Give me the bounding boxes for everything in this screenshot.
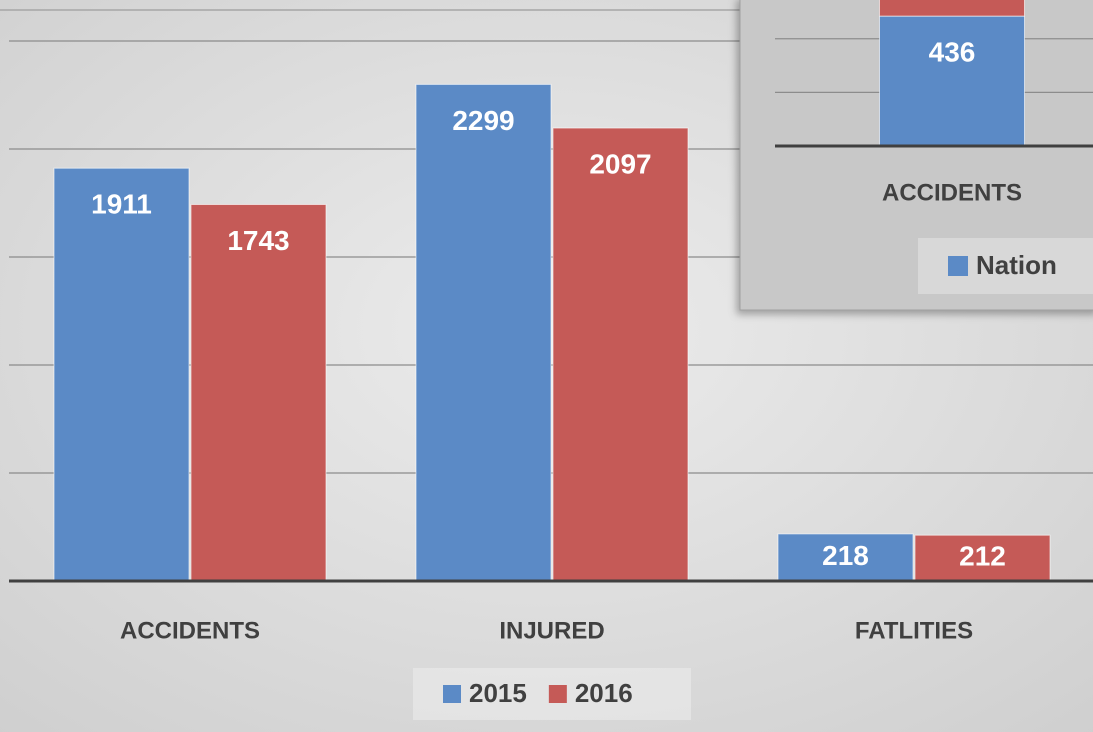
data-label: 2097 — [589, 148, 651, 179]
main-chart: 1911 1743 2299 2097 218 212 ACCIDENTS INJURED FA… — [9, 40, 1093, 720]
bar — [777, 533, 914, 582]
x-tick-label: ACCIDENTS — [120, 617, 260, 644]
x-tick-label: ACCIDENTS — [882, 179, 1022, 206]
bar — [914, 534, 1051, 582]
x-tick-label: INJURED — [499, 617, 604, 644]
data-label: 1743 — [227, 225, 289, 256]
bar — [415, 83, 552, 582]
inset-chart: 436 ACCIDENTS Nation — [775, 0, 1093, 294]
x-tick-label: FATLITIES — [855, 617, 973, 644]
data-label: 218 — [822, 540, 869, 571]
bar-segment — [879, 0, 1025, 17]
legend-swatch — [948, 256, 968, 276]
legend-label: 2016 — [575, 678, 633, 708]
legend-label: Nation — [976, 250, 1057, 280]
data-label: 212 — [959, 540, 1006, 571]
legend-swatch — [548, 685, 567, 703]
legend-box — [918, 238, 1093, 294]
data-label: 1911 — [91, 189, 152, 220]
bar — [190, 204, 327, 582]
data-label: 2299 — [452, 105, 514, 136]
legend-label: 2015 — [469, 678, 527, 708]
bar — [53, 167, 190, 582]
bar — [552, 127, 689, 582]
legend-swatch — [443, 685, 461, 703]
data-label: 436 — [929, 36, 976, 67]
bar-segment — [879, 15, 1025, 147]
